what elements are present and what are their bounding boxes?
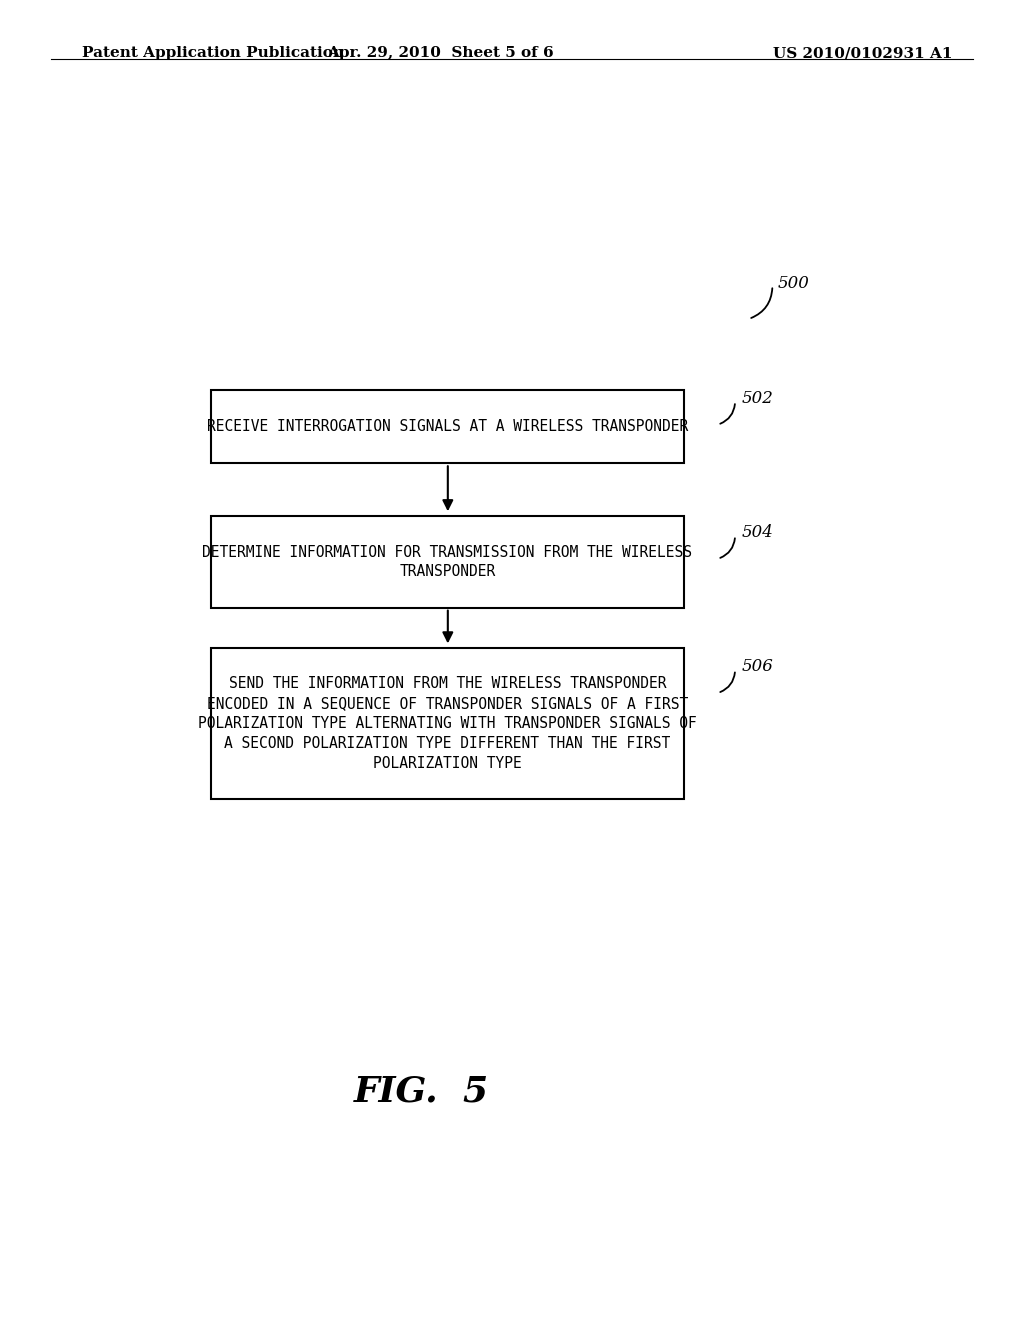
- Text: DETERMINE INFORMATION FOR TRANSMISSION FROM THE WIRELESS
TRANSPONDER: DETERMINE INFORMATION FOR TRANSMISSION F…: [203, 545, 692, 579]
- Text: SEND THE INFORMATION FROM THE WIRELESS TRANSPONDER
ENCODED IN A SEQUENCE OF TRAN: SEND THE INFORMATION FROM THE WIRELESS T…: [198, 676, 696, 771]
- Text: US 2010/0102931 A1: US 2010/0102931 A1: [773, 46, 952, 61]
- FancyBboxPatch shape: [211, 391, 684, 463]
- Text: RECEIVE INTERROGATION SIGNALS AT A WIRELESS TRANSPONDER: RECEIVE INTERROGATION SIGNALS AT A WIREL…: [207, 420, 688, 434]
- FancyBboxPatch shape: [211, 648, 684, 799]
- Text: 506: 506: [741, 659, 773, 675]
- Text: Patent Application Publication: Patent Application Publication: [82, 46, 344, 61]
- Text: FIG.  5: FIG. 5: [354, 1074, 489, 1109]
- FancyBboxPatch shape: [211, 516, 684, 607]
- Text: 502: 502: [741, 389, 773, 407]
- Text: 500: 500: [777, 275, 809, 292]
- Text: Apr. 29, 2010  Sheet 5 of 6: Apr. 29, 2010 Sheet 5 of 6: [327, 46, 554, 61]
- Text: 504: 504: [741, 524, 773, 541]
